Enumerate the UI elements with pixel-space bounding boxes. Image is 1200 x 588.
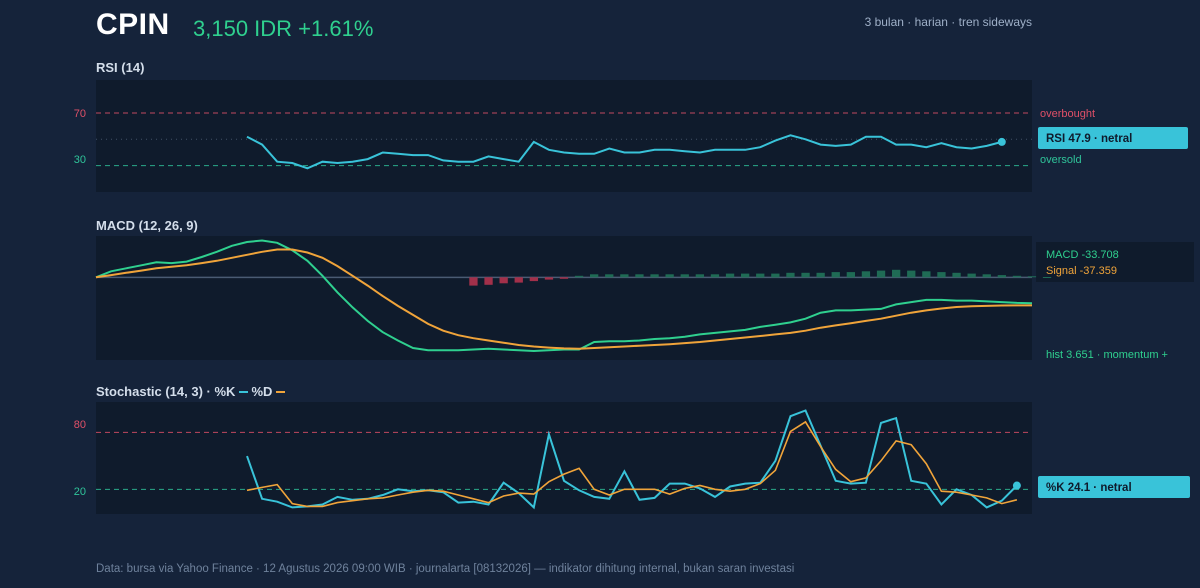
stoch-k-line <box>246 409 1018 510</box>
macd-hist-bar <box>907 270 916 278</box>
macd-legend-signal: Signal -37.359 <box>1046 265 1117 277</box>
signal-line <box>95 248 1032 350</box>
macd-hist-bar <box>559 277 569 279</box>
stoch-k-swatch <box>239 390 249 393</box>
stoch-d-line <box>246 420 1018 508</box>
stoch-last-point <box>1012 481 1021 490</box>
macd-panel-bg <box>96 236 1032 360</box>
stoch-tick-80: 80 <box>74 419 86 431</box>
macd-hist-bar <box>1027 276 1037 278</box>
macd-hist-bar <box>741 273 750 278</box>
chart-marks <box>95 112 1052 510</box>
macd-hist-bar <box>831 272 840 278</box>
macd-hist-bar <box>484 277 493 285</box>
macd-hist-bar <box>801 272 810 278</box>
rsi-tick-70: 70 <box>74 108 86 120</box>
macd-hist-bar <box>997 275 1006 278</box>
macd-hist-bar <box>756 273 765 278</box>
stoch-d-legend: %D <box>251 384 273 399</box>
macd-hist-bar <box>786 272 795 278</box>
macd-hist-bar <box>665 274 674 278</box>
macd-hist-bar <box>771 273 780 278</box>
stoch-d-swatch <box>276 390 286 393</box>
oversold-label: oversold <box>1040 154 1082 166</box>
macd-legend-box <box>1036 242 1194 282</box>
macd-hist-bar <box>816 272 825 278</box>
price-change: 3,150 IDR +1.61% <box>193 16 374 41</box>
chart-meta: 3 bulan · harian · tren sideways <box>864 15 1032 29</box>
macd-hist-bar <box>937 272 946 278</box>
macd-hist-bar <box>529 277 538 282</box>
macd-hist-bar <box>952 272 961 278</box>
macd-hist-bar <box>1012 275 1022 278</box>
rsi-panel-title: RSI (14) <box>96 60 145 75</box>
macd-hist-bar <box>695 274 704 278</box>
macd-hist-bar <box>861 271 871 278</box>
macd-hist-bar <box>680 274 689 278</box>
macd-hist-bar <box>620 274 629 278</box>
overbought-label: overbought <box>1040 108 1095 120</box>
footer-source: Data: bursa via Yahoo Finance · 12 Agust… <box>96 563 795 575</box>
macd-hist-bar <box>876 270 886 278</box>
macd-hist-bar <box>499 277 508 284</box>
stoch-value-badge <box>1038 476 1190 498</box>
macd-hist-bar <box>605 274 614 278</box>
stoch-value-label: %K 24.1 · netral <box>1046 482 1132 494</box>
macd-panel-title: MACD (12, 26, 9) <box>96 218 198 233</box>
stoch-tick-20: 20 <box>74 486 86 498</box>
stochastic-panel-bg <box>96 402 1032 514</box>
macd-hist-label: hist 3.651 · momentum + <box>1046 349 1168 361</box>
macd-hist-bar <box>892 269 901 278</box>
macd-hist-bar <box>635 274 644 278</box>
macd-legend-macd: MACD -33.708 <box>1046 249 1119 261</box>
rsi-tick-30: 30 <box>74 154 86 166</box>
rsi-line <box>246 134 1003 170</box>
stoch-k-legend: %K <box>214 384 236 399</box>
macd-hist-bar <box>846 272 855 278</box>
stochastic-panel-title: Stochastic (14, 3) · %K %D <box>96 384 288 399</box>
macd-hist-bar <box>967 273 976 278</box>
stochastic-title: Stochastic (14, 3) <box>96 384 203 399</box>
macd-hist-bar <box>1042 277 1052 278</box>
macd-hist-bar <box>650 274 659 278</box>
macd-hist-bar <box>922 271 931 278</box>
macd-hist-bar <box>725 273 735 278</box>
macd-line <box>95 239 1033 353</box>
macd-hist-bar <box>544 277 554 280</box>
macd-hist-bar <box>574 275 584 278</box>
macd-hist-bar <box>514 277 523 283</box>
rsi-panel-bg <box>96 80 1032 192</box>
macd-hist-bar <box>982 274 991 278</box>
rsi-value-badge <box>1038 127 1188 149</box>
rsi-value-label: RSI 47.9 · netral <box>1046 133 1132 145</box>
ticker-symbol: CPIN <box>96 8 170 41</box>
macd-hist-bar <box>469 277 478 286</box>
rsi-last-point <box>997 137 1006 146</box>
macd-hist-bar <box>590 274 599 278</box>
macd-hist-bar <box>710 274 720 278</box>
